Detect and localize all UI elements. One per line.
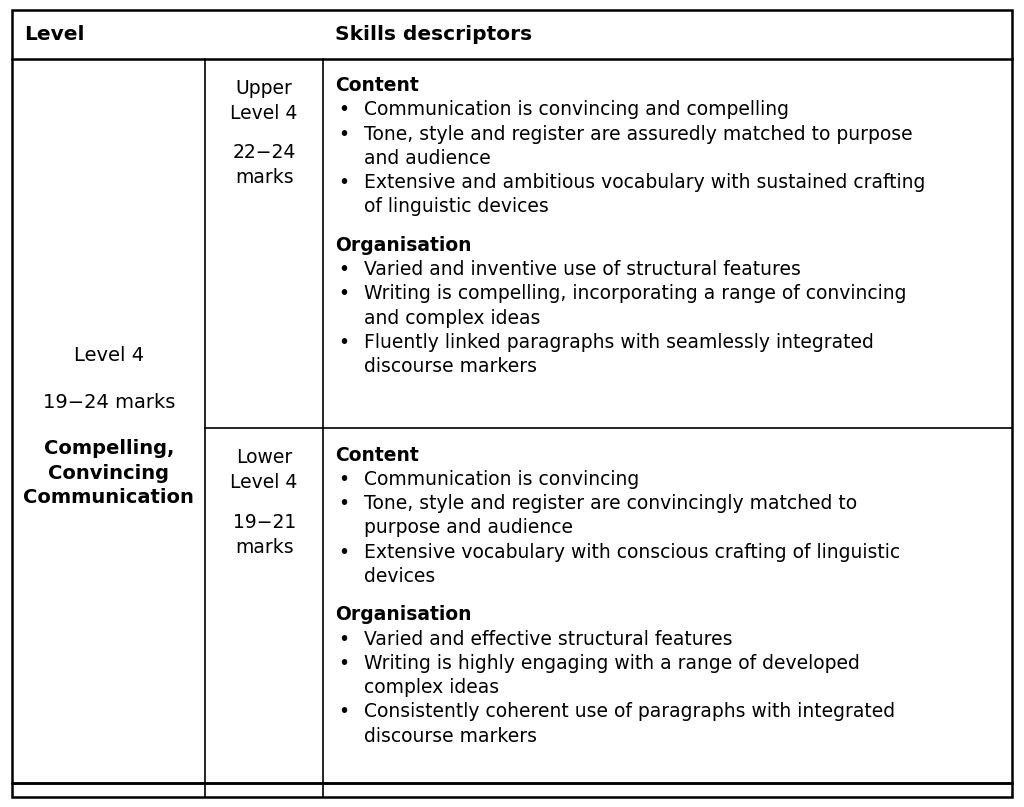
Text: Writing is compelling, incorporating a range of convincing: Writing is compelling, incorporating a r… bbox=[365, 285, 906, 303]
Text: Content: Content bbox=[336, 445, 419, 465]
Text: Level 4: Level 4 bbox=[230, 473, 298, 492]
Text: Compelling,: Compelling, bbox=[44, 439, 174, 458]
Text: Upper: Upper bbox=[236, 79, 293, 98]
Text: Communication is convincing and compelling: Communication is convincing and compelli… bbox=[365, 101, 790, 119]
Text: 19−24 marks: 19−24 marks bbox=[43, 392, 175, 412]
Text: •: • bbox=[339, 333, 349, 352]
Text: Communication: Communication bbox=[24, 487, 195, 507]
Text: Fluently linked paragraphs with seamlessly integrated: Fluently linked paragraphs with seamless… bbox=[365, 333, 873, 352]
Text: marks: marks bbox=[234, 537, 294, 557]
Text: Extensive and ambitious vocabulary with sustained crafting: Extensive and ambitious vocabulary with … bbox=[365, 174, 926, 192]
Text: Level 4: Level 4 bbox=[230, 104, 298, 123]
Text: Level 4: Level 4 bbox=[74, 345, 143, 365]
Text: •: • bbox=[339, 629, 349, 649]
Text: •: • bbox=[339, 125, 349, 144]
Text: •: • bbox=[339, 174, 349, 192]
Text: •: • bbox=[339, 702, 349, 721]
Text: Organisation: Organisation bbox=[336, 236, 472, 255]
Text: discourse markers: discourse markers bbox=[365, 726, 537, 746]
Text: •: • bbox=[339, 654, 349, 673]
Text: purpose and audience: purpose and audience bbox=[365, 518, 573, 537]
Text: complex ideas: complex ideas bbox=[365, 678, 499, 697]
Text: and complex ideas: and complex ideas bbox=[365, 309, 541, 328]
Text: Writing is highly engaging with a range of developed: Writing is highly engaging with a range … bbox=[365, 654, 860, 673]
Text: marks: marks bbox=[234, 169, 294, 187]
Text: 19−21: 19−21 bbox=[232, 512, 296, 532]
Text: •: • bbox=[339, 470, 349, 489]
Text: of linguistic devices: of linguistic devices bbox=[365, 198, 549, 216]
Text: and audience: and audience bbox=[365, 149, 490, 168]
Text: Varied and inventive use of structural features: Varied and inventive use of structural f… bbox=[365, 261, 801, 279]
Text: •: • bbox=[339, 494, 349, 513]
Text: Level: Level bbox=[25, 24, 85, 44]
Text: Lower: Lower bbox=[236, 448, 292, 467]
Text: Extensive vocabulary with conscious crafting of linguistic: Extensive vocabulary with conscious craf… bbox=[365, 542, 900, 562]
Text: Tone, style and register are convincingly matched to: Tone, style and register are convincingl… bbox=[365, 494, 857, 513]
Text: •: • bbox=[339, 285, 349, 303]
Text: discourse markers: discourse markers bbox=[365, 358, 537, 376]
Text: Varied and effective structural features: Varied and effective structural features bbox=[365, 629, 732, 649]
Text: Skills descriptors: Skills descriptors bbox=[336, 24, 532, 44]
Text: Organisation: Organisation bbox=[336, 605, 472, 625]
Text: Tone, style and register are assuredly matched to purpose: Tone, style and register are assuredly m… bbox=[365, 125, 912, 144]
Text: 22−24: 22−24 bbox=[232, 144, 296, 162]
Text: •: • bbox=[339, 542, 349, 562]
Text: devices: devices bbox=[365, 567, 435, 586]
Text: Communication is convincing: Communication is convincing bbox=[365, 470, 639, 489]
Text: Convincing: Convincing bbox=[48, 463, 169, 483]
Bar bbox=[12, 783, 1012, 797]
Text: Consistently coherent use of paragraphs with integrated: Consistently coherent use of paragraphs … bbox=[365, 702, 895, 721]
Text: •: • bbox=[339, 101, 349, 119]
Text: •: • bbox=[339, 261, 349, 279]
Text: Content: Content bbox=[336, 77, 419, 95]
